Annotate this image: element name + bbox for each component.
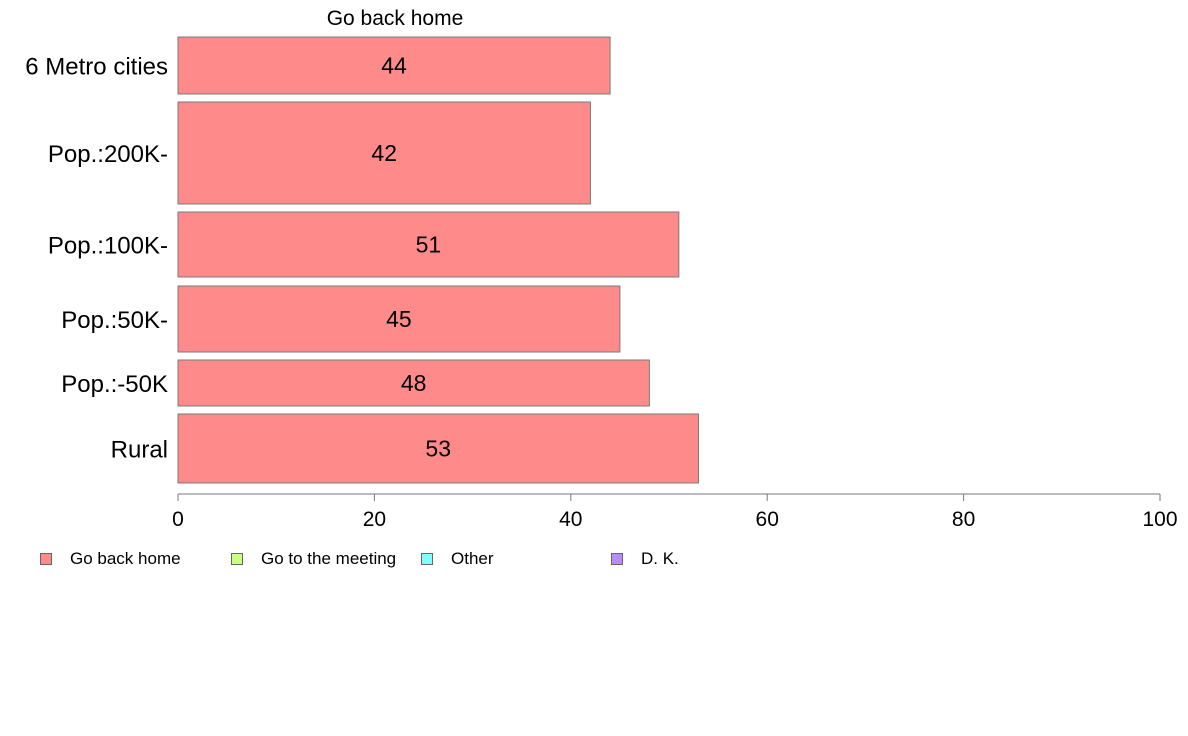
chart-title: Go back home bbox=[327, 7, 464, 30]
bar-value-label: 45 bbox=[386, 306, 412, 332]
category-label: Pop.:50K- bbox=[61, 307, 168, 334]
x-axis: 0 20 40 60 80 100 bbox=[172, 493, 1178, 531]
legend-label: Go back home bbox=[70, 549, 181, 568]
category-label: Rural bbox=[111, 437, 168, 464]
legend-label: Go to the meeting bbox=[261, 549, 397, 568]
category-label: Pop.:200K- bbox=[48, 141, 168, 168]
legend-item-go-to-the-meeting: Go to the meeting bbox=[231, 548, 396, 570]
bar-pop-50k bbox=[177, 285, 621, 353]
bar-value-label: 48 bbox=[401, 370, 427, 396]
x-tick-label: 40 bbox=[559, 508, 582, 531]
bar-rural bbox=[177, 413, 699, 484]
x-tick-label: 100 bbox=[1142, 508, 1177, 531]
category-label: Pop.:100K- bbox=[48, 233, 168, 260]
category-label: 6 Metro cities bbox=[25, 54, 168, 81]
legend-item-dk: D. K. bbox=[611, 548, 679, 570]
legend-label: D. K. bbox=[641, 549, 679, 568]
x-tick-label: 60 bbox=[756, 508, 779, 531]
x-tick-label: 0 bbox=[172, 508, 184, 531]
legend-label: Other bbox=[451, 549, 494, 568]
bar-pop-50k bbox=[177, 359, 650, 407]
legend-swatch-go-back-home bbox=[40, 553, 52, 565]
bars-group: 44 6 Metro cities 42 Pop.:200K- 51 Pop.:100K-… bbox=[25, 36, 699, 484]
bar-pop-100k bbox=[177, 211, 680, 278]
legend-item-other: Other bbox=[421, 548, 494, 570]
legend: Go back home Go to the meeting Other D. … bbox=[0, 548, 1188, 570]
bar-value-label: 53 bbox=[425, 436, 451, 462]
legend-item-go-back-home: Go back home bbox=[40, 548, 181, 570]
category-label: Pop.:-50K bbox=[61, 371, 168, 398]
bar-value-label: 42 bbox=[371, 140, 397, 166]
bar-6-metro-cities bbox=[177, 36, 611, 95]
x-tick-label: 80 bbox=[952, 508, 975, 531]
bar-pop-200k bbox=[177, 101, 591, 205]
x-tick-label: 20 bbox=[363, 508, 386, 531]
bar-value-label: 51 bbox=[416, 232, 442, 258]
legend-swatch-dk bbox=[611, 553, 623, 565]
legend-swatch-other bbox=[421, 553, 433, 565]
bar-value-label: 44 bbox=[381, 53, 407, 79]
legend-swatch-go-to-the-meeting bbox=[231, 553, 243, 565]
